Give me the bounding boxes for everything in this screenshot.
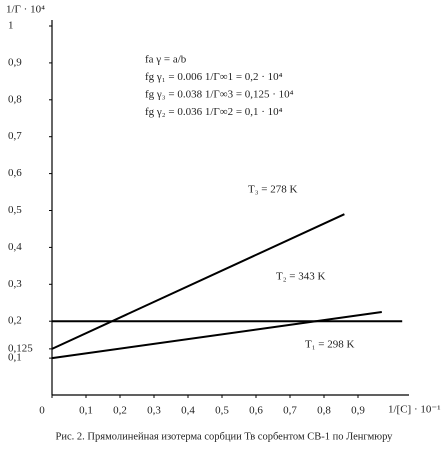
x-tick-label: 0: [39, 405, 45, 417]
caption: Рис. 2. Прямолинейная изотерма сорбции Т…: [56, 431, 394, 442]
x-tick-label: 0,9: [351, 405, 365, 417]
y-tick-label: 0,1: [8, 352, 22, 364]
series-label: T₁ = 298 K: [305, 339, 355, 351]
x-tick-label: 0,2: [113, 405, 127, 417]
series-label: T₃ = 278 K: [248, 184, 298, 196]
y-tick-label: 0,6: [8, 167, 22, 179]
x-tick-label: 0,4: [181, 405, 195, 417]
y-tick-label: 1: [8, 20, 14, 32]
y-tick-label: 0,8: [8, 93, 22, 105]
x-tick-label: 0,6: [249, 405, 263, 417]
y-axis-label: 1/Г · 10⁴: [6, 4, 45, 16]
y-tick-label: 0,125: [8, 342, 33, 354]
y-tick-label: 0,7: [8, 130, 22, 142]
x-tick-label: 0,8: [317, 405, 331, 417]
annotation: fg γ₃ = 0.038 1/Г∞3 = 0,125 · 10⁴: [145, 89, 294, 101]
annotation: fg γ₁ = 0.006 1/Г∞1 = 0,2 · 10⁴: [145, 71, 283, 83]
annotation: fa γ = a/b: [145, 54, 187, 66]
y-tick-label: 0,3: [8, 278, 22, 290]
y-tick-label: 0,4: [8, 241, 22, 253]
annotation: fg γ₂ = 0.036 1/Г∞2 = 0,1 · 10⁴: [145, 106, 283, 118]
x-axis-label: 1/[C] · 10⁻¹: [388, 404, 441, 416]
y-tick-label: 0,5: [8, 204, 22, 216]
x-tick-label: 0,5: [215, 405, 229, 417]
y-tick-label: 0,9: [8, 56, 22, 68]
series-label: T₂ = 343 K: [276, 271, 326, 283]
x-tick-label: 0,7: [283, 405, 297, 417]
y-tick-label: 0,2: [8, 315, 22, 327]
x-tick-label: 0,3: [147, 405, 161, 417]
series-line: [51, 310, 382, 360]
x-tick-label: 0,1: [79, 405, 93, 417]
series-line: [51, 213, 345, 350]
